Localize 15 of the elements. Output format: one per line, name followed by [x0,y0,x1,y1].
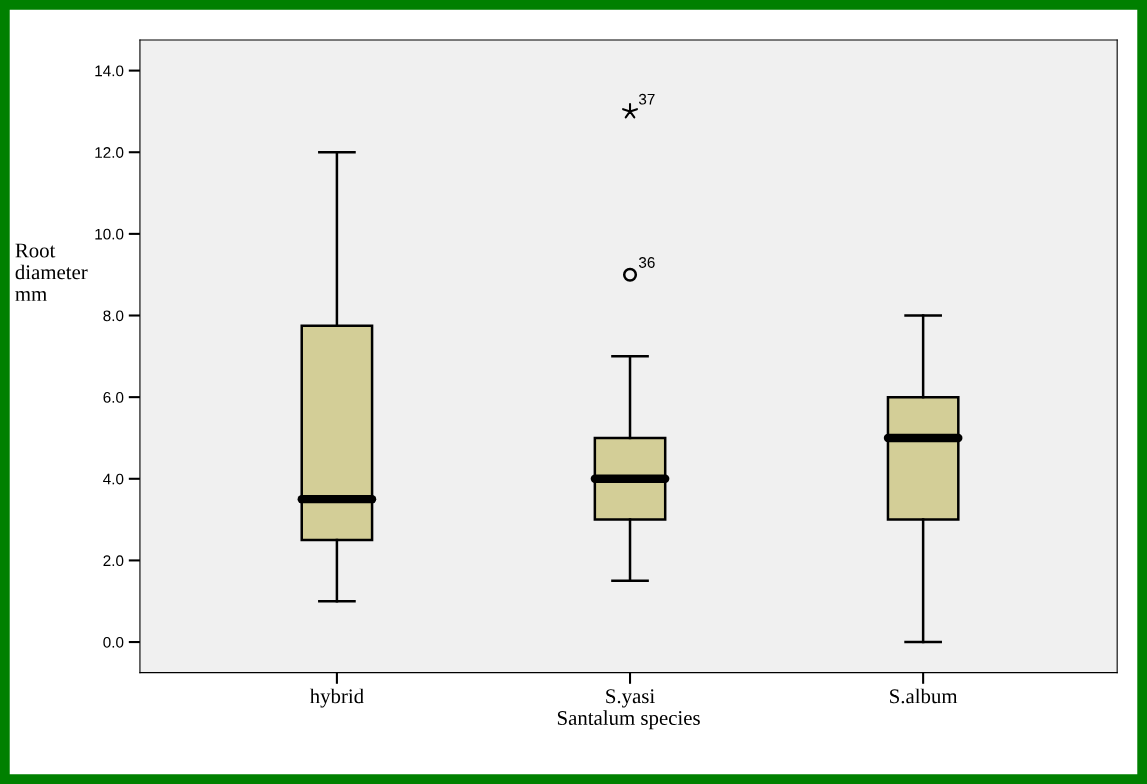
y-tick-label: 6.0 [103,392,124,403]
y-tick-label: 12.0 [95,147,124,158]
x-tick-label: S.album [890,688,958,704]
y-tick-label: 0.0 [103,636,124,648]
y-tick-label: 8.0 [103,310,124,322]
y-axis-title: Root diameter mm [15,243,88,301]
x-tick-label: hybrid [309,688,364,708]
y-tick-label: 14.0 [95,65,124,77]
y-tick-label: 4.0 [103,473,124,485]
annotation: 37 [638,93,655,105]
annotation: 36 [638,257,655,268]
x-axis-title: Santalum species [557,710,700,730]
y-tick-label: 2.0 [103,555,124,567]
x-tick-label: S.yasi [606,689,655,708]
y-tick-label: 10.0 [95,228,124,240]
